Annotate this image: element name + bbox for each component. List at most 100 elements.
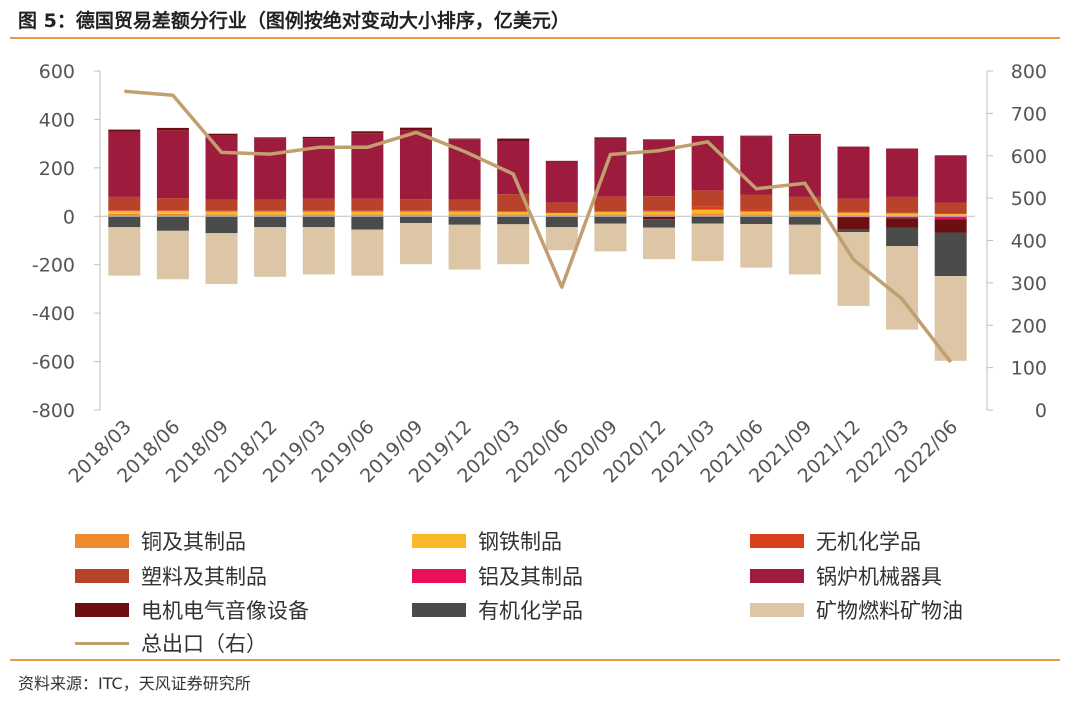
right-tick-label: 700 bbox=[1011, 103, 1047, 125]
bar-inorganic-2019-12 bbox=[448, 210, 481, 212]
bar-fuel-2020-12 bbox=[643, 227, 676, 260]
bar-organic-2018-12 bbox=[254, 216, 287, 228]
bar-aluminum-2021-12 bbox=[837, 216, 870, 218]
bar-fuel-2021-06 bbox=[740, 224, 773, 268]
bar-boiler-2021-12 bbox=[837, 146, 870, 199]
bar-inorganic-2020-06 bbox=[545, 212, 578, 214]
bar-plastic-2021-06 bbox=[740, 194, 773, 210]
bar-organic-2018-06 bbox=[156, 216, 189, 231]
left-tick-label: -200 bbox=[32, 255, 75, 277]
bar-organic-2018-03 bbox=[108, 216, 141, 228]
bar-boiler-2019-12 bbox=[448, 139, 481, 200]
bar-plastic-2021-09 bbox=[788, 196, 821, 211]
bar-steel-2019-03 bbox=[302, 211, 335, 215]
bar-fuel-2019-12 bbox=[448, 224, 481, 270]
top-rule bbox=[10, 37, 1060, 39]
bar-plastic-2018-09 bbox=[205, 199, 238, 211]
bar-organic-2020-06 bbox=[545, 216, 578, 228]
bar-plastic-2020-03 bbox=[497, 194, 530, 212]
bar-electric-2019-03 bbox=[302, 136, 335, 139]
bar-plastic-2022-03 bbox=[886, 196, 919, 213]
bar-fuel-2018-03 bbox=[108, 227, 141, 276]
bar-plastic-2018-03 bbox=[108, 196, 141, 211]
bar-copper-2018-09 bbox=[205, 214, 238, 217]
bar-plastic-2020-09 bbox=[594, 196, 627, 212]
bar-inorganic-2020-09 bbox=[594, 211, 627, 212]
bar-fuel-2020-03 bbox=[497, 224, 530, 265]
bar-boiler-2022-06 bbox=[934, 155, 967, 203]
bar-plastic-2020-06 bbox=[545, 202, 578, 213]
bar-organic-2019-06 bbox=[351, 216, 384, 230]
left-tick-label: 200 bbox=[39, 158, 75, 180]
bar-organic-2022-03 bbox=[886, 227, 919, 247]
page-title: 图 5：德国贸易差额分行业（图例按绝对变动大小排序，亿美元） bbox=[18, 10, 570, 32]
bar-boiler-2021-06 bbox=[740, 136, 773, 195]
bar-copper-2021-09 bbox=[788, 214, 821, 217]
bar-organic-2021-12 bbox=[837, 229, 870, 233]
bar-organic-2022-06 bbox=[934, 232, 967, 277]
bar-plastic-2019-09 bbox=[399, 199, 432, 211]
bar-inorganic-2019-09 bbox=[399, 210, 432, 212]
bar-organic-2020-09 bbox=[594, 216, 627, 224]
bar-plastic-2019-06 bbox=[351, 198, 384, 211]
left-tick-label: 400 bbox=[39, 109, 75, 131]
bar-inorganic-2018-09 bbox=[205, 210, 238, 212]
bar-fuel-2021-03 bbox=[691, 223, 724, 262]
bar-electric-2021-12 bbox=[837, 217, 870, 230]
bar-fuel-2018-12 bbox=[254, 227, 287, 277]
bar-aluminum-2022-06 bbox=[934, 216, 967, 220]
bar-fuel-2019-09 bbox=[399, 223, 432, 265]
bar-plastic-2021-03 bbox=[691, 190, 724, 207]
bar-copper-2020-09 bbox=[594, 214, 627, 217]
bar-organic-2019-09 bbox=[399, 216, 432, 224]
left-tick-label: 600 bbox=[39, 61, 75, 83]
bar-plastic-2022-06 bbox=[934, 202, 967, 214]
bar-electric-2020-09 bbox=[594, 137, 627, 139]
bar-inorganic-2019-06 bbox=[351, 210, 384, 212]
bar-boiler-2020-06 bbox=[545, 161, 578, 203]
bar-steel-2021-06 bbox=[740, 211, 773, 215]
bar-copper-2019-09 bbox=[399, 214, 432, 217]
bar-inorganic-2021-09 bbox=[788, 210, 821, 212]
bar-steel-2022-03 bbox=[886, 213, 919, 216]
bar-inorganic-2019-03 bbox=[302, 210, 335, 212]
left-tick-label: -400 bbox=[32, 303, 75, 325]
bar-inorganic-2018-06 bbox=[156, 210, 189, 211]
bar-steel-2022-06 bbox=[934, 214, 967, 216]
bar-fuel-2018-06 bbox=[156, 230, 189, 280]
chart: 600 400 200 0 -200 -400 -600 -800 800 700 600 500 40… bbox=[32, 61, 1047, 487]
bar-organic-2020-12 bbox=[643, 219, 676, 228]
bar-fuel-2020-06 bbox=[545, 227, 578, 251]
left-tick-label: -800 bbox=[32, 400, 75, 422]
bar-copper-2019-12 bbox=[448, 214, 481, 217]
bar-electric-2018-12 bbox=[254, 137, 287, 139]
bar-electric-2020-06 bbox=[545, 160, 578, 162]
bar-electric-2018-06 bbox=[156, 127, 189, 131]
bar-plastic-2021-12 bbox=[837, 198, 870, 212]
bar-steel-2018-12 bbox=[254, 211, 287, 215]
bar-organic-2019-12 bbox=[448, 216, 481, 225]
bar-fuel-2021-09 bbox=[788, 224, 821, 275]
bar-electric-2021-03 bbox=[691, 216, 724, 218]
bar-fuel-2019-06 bbox=[351, 229, 384, 276]
bar-organic-2021-09 bbox=[788, 216, 821, 225]
right-tick-label: 800 bbox=[1011, 61, 1047, 83]
bar-inorganic-2021-12 bbox=[837, 211, 870, 213]
bar-copper-2021-03 bbox=[691, 213, 724, 217]
bar-steel-2021-12 bbox=[837, 212, 870, 216]
bar-copper-2018-12 bbox=[254, 214, 287, 217]
bar-plastic-2019-03 bbox=[302, 198, 335, 211]
bar-boiler-2018-12 bbox=[254, 138, 287, 200]
bar-fuel-2018-09 bbox=[205, 233, 238, 285]
bar-inorganic-2020-03 bbox=[497, 211, 530, 212]
bar-steel-2020-12 bbox=[643, 211, 676, 215]
bar-organic-2021-03 bbox=[691, 217, 724, 224]
bar-steel-2020-03 bbox=[497, 211, 530, 215]
bar-steel-2018-06 bbox=[156, 210, 189, 214]
bar-organic-2021-06 bbox=[740, 216, 773, 225]
bar-electric-2020-03 bbox=[497, 138, 530, 141]
right-tick-label: 600 bbox=[1011, 146, 1047, 168]
bar-copper-2019-03 bbox=[302, 214, 335, 217]
bar-aluminum-2022-03 bbox=[886, 216, 919, 219]
bar-electric-2021-06 bbox=[740, 135, 773, 137]
